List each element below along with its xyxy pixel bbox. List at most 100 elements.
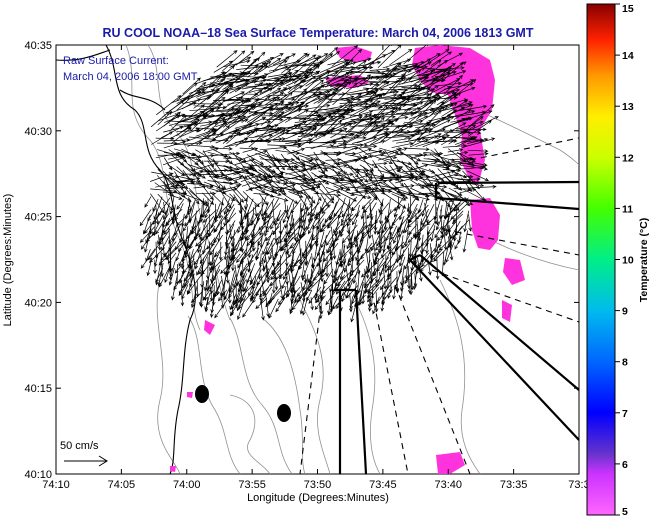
current-vector <box>155 268 164 283</box>
current-vector <box>279 231 288 244</box>
current-vector <box>376 106 399 121</box>
island-marker <box>195 385 209 403</box>
current-vector <box>410 100 434 117</box>
current-vector <box>332 298 344 310</box>
current-vector <box>468 184 497 189</box>
current-vector <box>435 254 440 280</box>
current-vector <box>305 57 319 72</box>
current-vector <box>454 161 472 166</box>
current-vector <box>292 159 306 167</box>
current-vector <box>270 213 281 230</box>
current-vector <box>311 130 334 143</box>
y-tick-label: 40:30 <box>24 126 52 138</box>
current-vector <box>249 225 266 244</box>
current-vector <box>223 241 228 261</box>
current-vector <box>293 68 312 85</box>
current-vector <box>234 173 256 181</box>
current-vector <box>196 263 203 276</box>
current-vector <box>216 187 236 201</box>
current-vector <box>364 267 377 287</box>
colorbar-label: Temperature (°C) <box>638 218 650 303</box>
current-vector <box>320 220 332 233</box>
current-vector <box>325 77 346 88</box>
colorbar-tick-label: 8 <box>622 357 628 369</box>
current-vector <box>467 149 489 153</box>
colorbar: 15 14 13 12 11 10 9 8 7 6 5 Temperature (°C) <box>586 3 650 518</box>
current-vector <box>384 69 413 73</box>
current-vector <box>227 282 232 304</box>
x-tick-label: 73:40 <box>434 479 462 491</box>
current-vector <box>357 76 374 88</box>
current-vector <box>270 268 282 281</box>
current-vector <box>422 181 438 202</box>
current-vector <box>235 279 246 305</box>
current-vector <box>297 127 318 142</box>
current-vector <box>176 118 200 137</box>
current-vector <box>414 61 432 71</box>
current-vector <box>182 258 195 274</box>
current-vector <box>327 65 355 74</box>
current-vector <box>382 58 412 69</box>
current-vector <box>345 285 359 299</box>
current-vector <box>336 76 353 91</box>
current-vector <box>213 179 227 190</box>
current-vector <box>357 178 384 188</box>
current-vector <box>267 129 286 140</box>
current-vector <box>234 76 261 93</box>
current-vector <box>332 145 348 150</box>
current-vector <box>336 291 344 310</box>
current-vector <box>423 49 450 66</box>
current-vector <box>468 214 473 232</box>
colorbar-tick-label: 7 <box>622 408 628 420</box>
current-vector <box>338 178 364 187</box>
current-vector <box>268 68 292 90</box>
current-vector <box>447 104 474 116</box>
current-vector <box>459 188 477 194</box>
current-vector <box>254 129 279 138</box>
current-vector <box>308 215 318 235</box>
current-vector <box>223 287 231 301</box>
current-vector <box>311 198 320 218</box>
current-vector <box>343 113 369 138</box>
current-vector <box>423 151 444 156</box>
current-vector <box>253 62 269 77</box>
x-tick-label: 74:05 <box>108 479 136 491</box>
current-vector <box>404 136 426 143</box>
current-vector <box>156 95 182 116</box>
current-vector <box>345 265 351 288</box>
scale-label: 50 cm/s <box>60 440 99 452</box>
current-vector <box>389 115 409 121</box>
current-vector <box>320 139 347 144</box>
current-vector <box>325 284 341 306</box>
current-vector <box>169 183 186 188</box>
current-vector <box>275 297 286 313</box>
current-vector <box>365 94 383 110</box>
current-vector <box>182 172 202 176</box>
current-vector <box>194 246 203 270</box>
current-vector <box>339 258 347 281</box>
current-vector <box>409 163 423 177</box>
current-vector <box>139 209 152 227</box>
current-vector <box>183 120 213 126</box>
current-vector <box>223 165 240 171</box>
current-vector <box>429 101 445 117</box>
current-vector <box>237 295 246 320</box>
inset-line-1: Raw Surface Current: <box>63 55 169 67</box>
current-vector <box>215 184 241 193</box>
current-vector <box>331 108 352 121</box>
x-tick-label: 73:55 <box>238 479 266 491</box>
x-tick-label: 73:3 <box>568 479 589 491</box>
current-vector <box>404 127 429 139</box>
current-vector <box>307 263 318 283</box>
current-vector <box>198 287 203 307</box>
current-vector <box>395 176 415 184</box>
current-vector <box>407 278 412 294</box>
current-vector <box>357 274 366 294</box>
current-vector <box>259 127 287 140</box>
current-vector <box>238 124 272 137</box>
current-vector <box>260 96 281 111</box>
current-vector <box>219 171 239 184</box>
current-vector <box>391 193 407 201</box>
current-vector <box>337 274 345 287</box>
current-vector <box>285 237 294 248</box>
